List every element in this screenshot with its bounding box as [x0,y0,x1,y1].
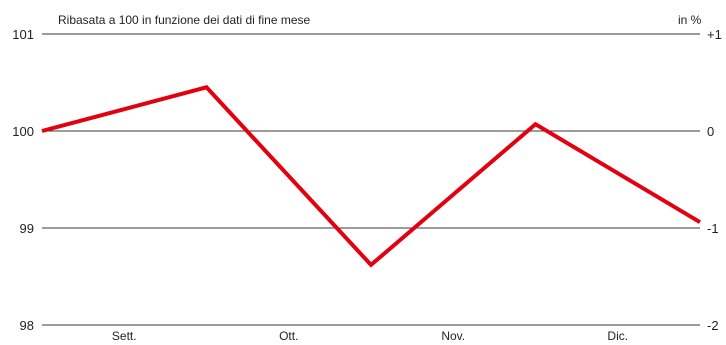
series-line [41,85,702,268]
right-axis-unit: in % [678,13,702,27]
left-tick-label: 99 [20,221,34,236]
right-y-axis: +1 0 -1 -2 [707,27,722,333]
left-tick-label: 98 [20,318,34,333]
right-tick-label: -1 [707,221,719,236]
right-tick-label: -2 [707,318,719,333]
right-tick-label: 0 [707,124,714,139]
right-tick-label: +1 [707,27,722,42]
x-tick-label: Sett. [112,329,137,343]
left-tick-label: 100 [12,124,34,139]
left-y-axis: 101 100 99 98 [12,27,34,333]
x-axis: Sett. Ott. Nov. Dic. [112,329,628,343]
chart-subtitle: Ribasata a 100 in funzione dei dati di f… [58,13,310,27]
x-tick-label: Dic. [607,329,628,343]
x-tick-label: Ott. [279,329,298,343]
grid-lines [42,33,700,326]
x-tick-label: Nov. [441,329,465,343]
series-group [41,85,702,268]
left-tick-label: 101 [12,27,34,42]
